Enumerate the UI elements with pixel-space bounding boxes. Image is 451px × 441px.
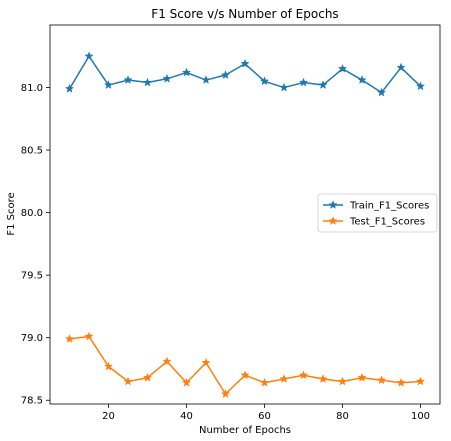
x-tick-label: 40 xyxy=(180,411,193,422)
y-tick-label: 79.5 xyxy=(21,271,43,282)
y-tick-label: 81.0 xyxy=(21,83,43,94)
y-tick-label: 80.0 xyxy=(21,208,43,219)
y-axis-label: F1 Score xyxy=(6,192,17,235)
y-tick-label: 80.5 xyxy=(21,146,43,157)
x-axis-label: Number of Epochs xyxy=(199,425,291,436)
legend-test-f1-scores-label: Test_F1_Scores xyxy=(349,217,425,228)
x-tick-label: 80 xyxy=(336,411,349,422)
x-tick-label: 100 xyxy=(411,411,430,422)
legend-train-f1-scores-label: Train_F1_Scores xyxy=(349,201,429,212)
y-tick-label: 79.0 xyxy=(21,333,43,344)
legend: Train_F1_Scores Test_F1_Scores xyxy=(318,194,437,232)
x-tick-label: 20 xyxy=(102,411,115,422)
x-tick-label: 60 xyxy=(258,411,271,422)
y-tick-label: 78.5 xyxy=(21,396,43,407)
chart-title: F1 Score v/s Number of Epochs xyxy=(151,7,338,21)
